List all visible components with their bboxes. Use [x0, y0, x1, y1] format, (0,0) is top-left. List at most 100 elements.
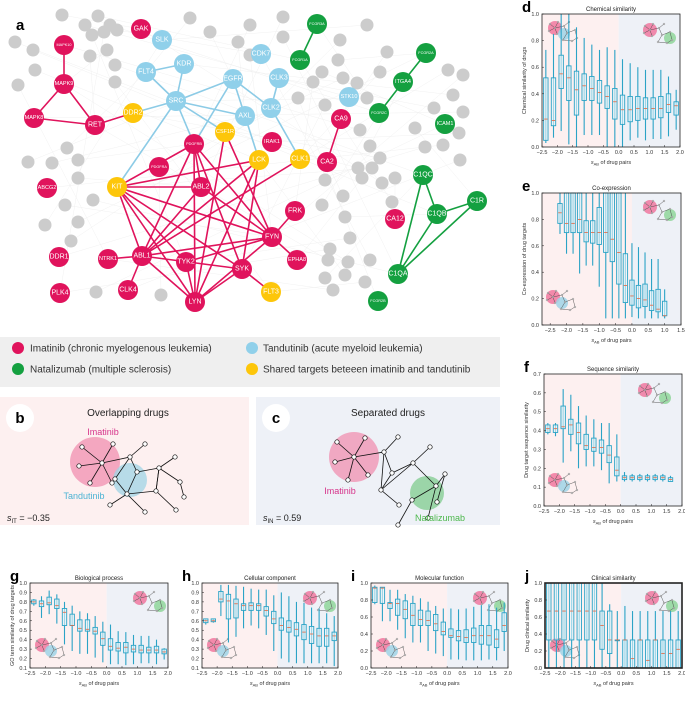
inset-node: [561, 38, 565, 42]
protein-node-c1qb: C1QB: [427, 204, 447, 224]
box-0: [557, 193, 563, 234]
module-circle: [558, 480, 570, 492]
box-12: [123, 632, 129, 666]
node-label: LCK: [252, 157, 266, 164]
protein-node-mapk10: MAPK10: [54, 35, 74, 55]
x-tick-label: 2.0: [334, 671, 342, 677]
inset-node: [214, 649, 218, 653]
other-protein-node: [58, 198, 72, 212]
legend-label-natalizumab: Natalizumab (multiple sclerosis): [30, 365, 171, 376]
inset-edge: [669, 31, 673, 41]
node-circle: [223, 69, 243, 89]
diagram-node: [142, 509, 148, 515]
inset-edge: [562, 491, 573, 494]
x-tick-label: −1.0: [411, 671, 422, 677]
inset-node: [545, 298, 549, 302]
box: [324, 627, 330, 647]
inset-node: [660, 33, 664, 37]
chart-title: Sequence similarity: [587, 367, 639, 373]
node-circle: [50, 283, 70, 303]
x-tick-label: −2.5: [25, 671, 36, 677]
diagram-edge: [89, 462, 103, 484]
node-label: IRAK1: [264, 139, 280, 145]
y-tick-label: 0.4: [534, 632, 542, 638]
box: [658, 96, 664, 119]
box: [372, 586, 378, 604]
node-label: GAK: [134, 26, 149, 33]
inset-node: [662, 199, 666, 203]
protein-node-c1qc: C1QC: [413, 165, 433, 185]
x-tick-label: −2.0: [554, 509, 565, 515]
box: [478, 625, 485, 645]
diagram-node: [181, 494, 187, 500]
diagram-edge: [101, 456, 131, 464]
box: [77, 619, 83, 632]
box-9: [271, 595, 277, 651]
x-tick-label: −1.0: [585, 509, 596, 515]
diagram-edge: [353, 437, 366, 458]
x-axis-label: sAB of drug pairs: [593, 519, 633, 526]
inset-edge: [554, 21, 559, 29]
inset-node: [665, 398, 669, 402]
inset-node: [384, 637, 388, 641]
diagram-edge: [158, 467, 181, 483]
inset-edge: [649, 27, 660, 31]
inset-node: [651, 400, 655, 404]
module-circle: [560, 645, 572, 657]
other-protein-node: [231, 35, 245, 49]
inset-node: [575, 488, 579, 492]
inset-node: [548, 474, 552, 478]
inset-edge: [576, 646, 580, 656]
inset-edge: [221, 649, 227, 658]
inset-edge: [564, 649, 570, 658]
x-label-rest: of drug pairs: [87, 681, 119, 687]
inset-node: [490, 601, 494, 605]
box-5: [590, 193, 596, 266]
x-label-rest: of drug pairs: [599, 160, 631, 166]
inset-node: [553, 26, 557, 30]
other-protein-node: [358, 275, 372, 289]
interaction-edge: [141, 236, 273, 257]
inset-node: [303, 592, 307, 596]
inset-node: [664, 590, 668, 594]
node-label: C1QB: [427, 211, 446, 218]
box: [417, 609, 424, 626]
inset-node: [395, 637, 399, 641]
diagram-node: [345, 477, 351, 483]
inset-node: [60, 645, 64, 649]
box: [622, 639, 628, 669]
background-edge: [84, 24, 350, 98]
protein-node-pdgfrb: PDGFRB: [184, 134, 204, 154]
x-tick-label: 0.0: [103, 671, 111, 677]
node-label: MAPK8: [25, 115, 44, 121]
inset-node: [150, 601, 154, 605]
separate-inset-icon: [302, 590, 336, 613]
x-tick-label: −1.5: [396, 671, 407, 677]
protein-node-egfr: EGFR: [223, 69, 243, 89]
box-3: [225, 584, 232, 643]
y-tick-label: 0.2: [531, 118, 539, 124]
module-circle: [154, 600, 166, 612]
inset-node: [643, 388, 647, 392]
diagram-node: [425, 515, 431, 521]
diagram-node: [127, 454, 133, 460]
inset-node: [562, 476, 566, 480]
background-edge: [185, 237, 351, 263]
protein-node-gak: GAK: [131, 19, 151, 39]
inset-node: [553, 301, 557, 305]
node-label: PDGFRB: [186, 142, 202, 146]
other-protein-node: [276, 30, 290, 44]
inset-edge: [479, 595, 490, 599]
separate-inset-icon: [642, 199, 676, 222]
node-circle: [107, 177, 127, 197]
interaction-edge: [116, 186, 143, 257]
box-6: [248, 588, 254, 626]
legend-swatch-natalizumab: [12, 363, 24, 375]
x-axis-label: sAB of drug pairs: [79, 681, 119, 688]
inset-edge: [568, 646, 578, 651]
score-s-in: sIN = 0.59: [263, 513, 301, 525]
inset-node: [155, 609, 159, 613]
node-label: FRK: [288, 208, 302, 215]
inset-node: [652, 386, 656, 390]
